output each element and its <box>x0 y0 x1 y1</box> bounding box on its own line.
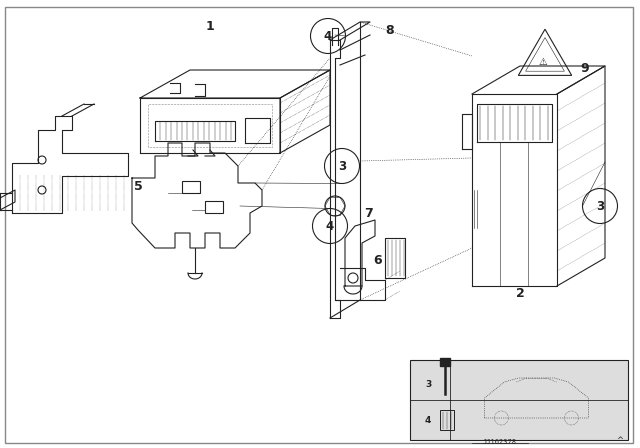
Text: 9: 9 <box>580 61 589 74</box>
Text: 4: 4 <box>425 415 431 425</box>
Text: 8: 8 <box>386 23 394 36</box>
Text: 2: 2 <box>516 287 524 300</box>
Text: 3: 3 <box>425 379 431 388</box>
Text: 6: 6 <box>374 254 382 267</box>
Bar <box>440 358 450 366</box>
Text: 1: 1 <box>205 20 214 33</box>
Text: 7: 7 <box>364 207 372 220</box>
Bar <box>410 360 628 440</box>
Bar <box>205 201 223 213</box>
Text: 3: 3 <box>596 199 604 212</box>
Text: ^: ^ <box>616 436 623 445</box>
Bar <box>440 410 454 430</box>
Bar <box>182 181 200 193</box>
Text: ⚠: ⚠ <box>539 57 547 67</box>
Text: 5: 5 <box>134 180 142 193</box>
Text: JJ162378: JJ162378 <box>483 439 517 445</box>
Text: 4: 4 <box>326 220 334 233</box>
Text: 4: 4 <box>324 30 332 43</box>
Text: 3: 3 <box>338 159 346 172</box>
